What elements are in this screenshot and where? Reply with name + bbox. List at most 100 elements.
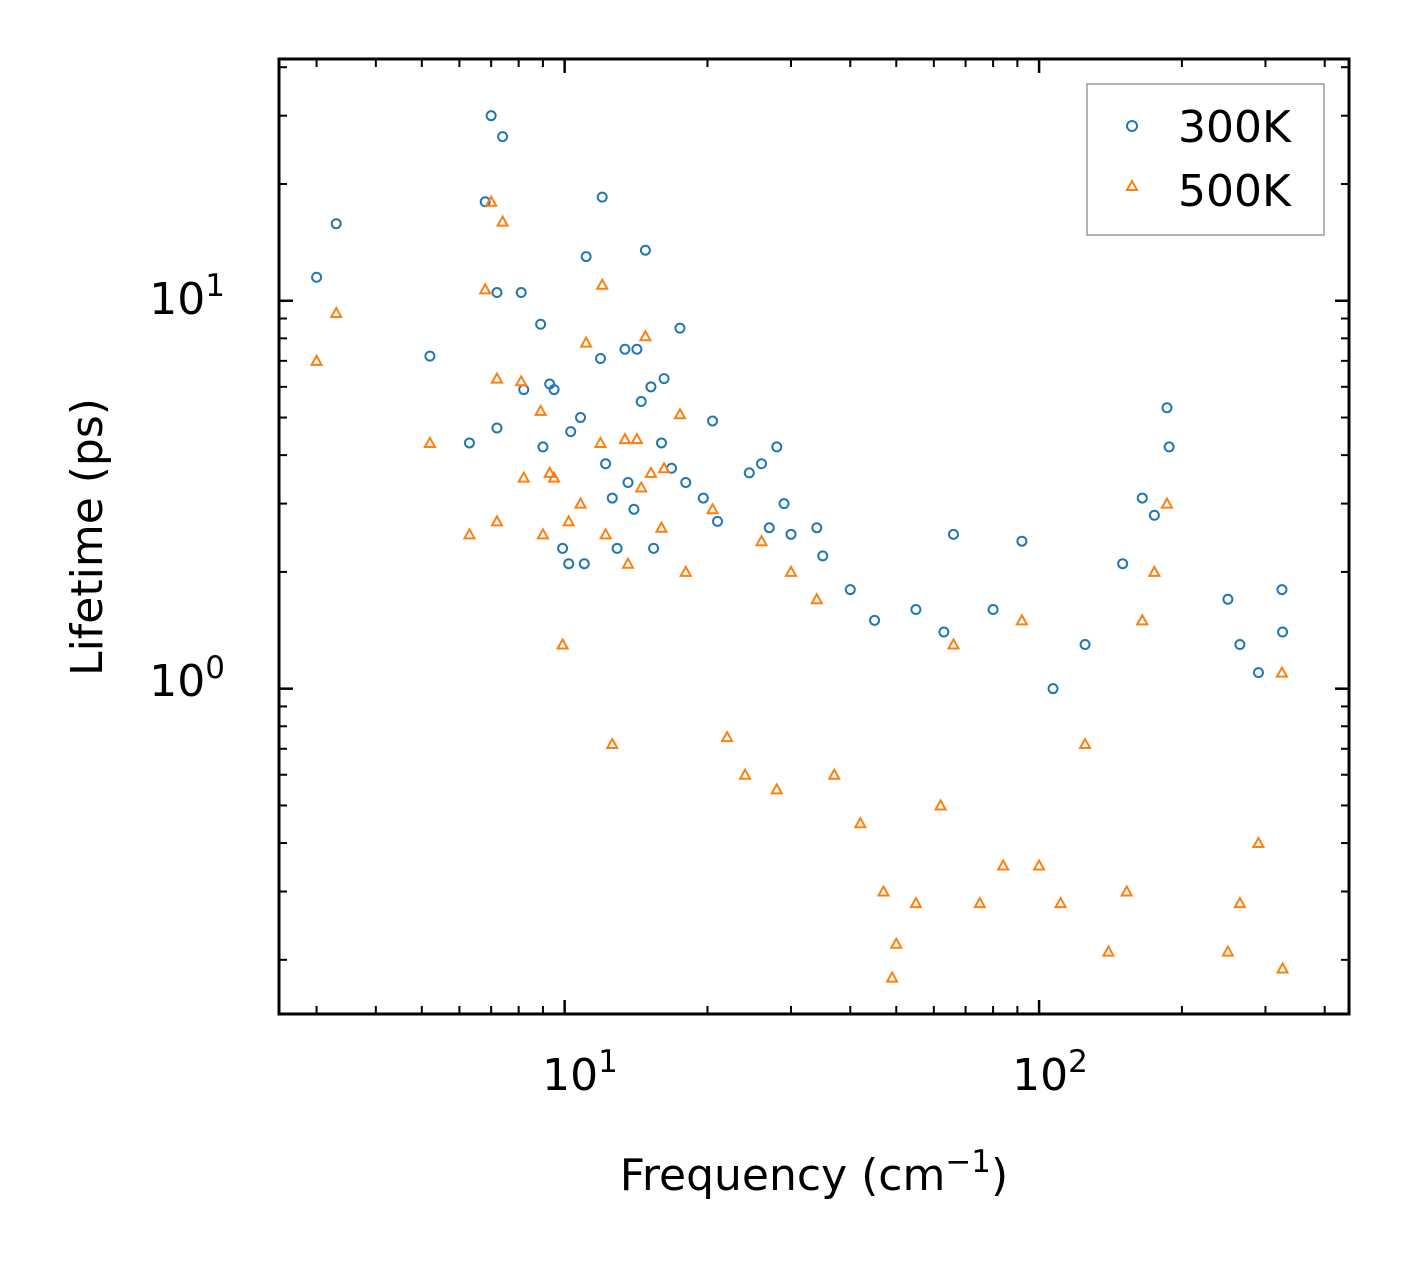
- data-point: [1222, 593, 1234, 605]
- data-point: [515, 287, 527, 299]
- data-point: [1160, 496, 1174, 509]
- data-point: [738, 767, 752, 780]
- data-point: [491, 287, 503, 299]
- data-point: [778, 498, 790, 510]
- data-point: [533, 403, 548, 416]
- data-point: [811, 522, 823, 534]
- data-point: [490, 514, 504, 527]
- data-point: [423, 435, 437, 448]
- data-point: [497, 131, 509, 143]
- data-point: [1234, 638, 1246, 650]
- data-point: [639, 244, 651, 256]
- data-point: [598, 527, 613, 540]
- data-point: [1148, 509, 1160, 521]
- data-point: [876, 884, 891, 897]
- data-point: [1136, 492, 1148, 504]
- data-point: [654, 520, 669, 533]
- data-point: [619, 343, 631, 355]
- data-point: [557, 542, 569, 554]
- data-point: [947, 528, 959, 540]
- data-point: [330, 218, 342, 230]
- data-point: [579, 335, 593, 348]
- data-point: [648, 542, 660, 554]
- data-point: [1233, 896, 1247, 909]
- data-point: [996, 858, 1010, 871]
- data-point: [869, 614, 881, 626]
- data-point: [565, 426, 577, 438]
- data-point: [673, 407, 687, 420]
- data-point: [697, 492, 709, 504]
- data-point: [600, 458, 612, 470]
- data-point: [712, 515, 724, 527]
- data-point: [517, 470, 531, 483]
- data-point: [771, 441, 783, 453]
- data-point: [909, 896, 923, 909]
- data-point: [1120, 884, 1134, 897]
- data-point: [655, 437, 667, 449]
- data-point: [644, 465, 658, 478]
- legend-marker-500k: [1125, 178, 1139, 191]
- data-point: [1047, 683, 1059, 695]
- data-point: [743, 467, 755, 479]
- x-tick-label: 102: [1012, 1044, 1088, 1101]
- data-point: [638, 329, 653, 342]
- legend-label-500k: 500K: [1178, 166, 1292, 217]
- data-point: [621, 556, 635, 569]
- data-point: [485, 110, 497, 122]
- data-point: [495, 214, 510, 227]
- data-point: [514, 374, 528, 387]
- data-point: [763, 522, 775, 534]
- data-point: [1221, 944, 1235, 957]
- data-point: [311, 271, 323, 283]
- data-point: [987, 604, 999, 616]
- series-layer: [309, 110, 1290, 983]
- data-point: [770, 782, 784, 795]
- data-point: [1015, 613, 1029, 626]
- data-point: [595, 277, 609, 290]
- data-point: [463, 437, 475, 449]
- data-point: [658, 373, 670, 385]
- data-point: [329, 305, 343, 318]
- data-point: [679, 564, 693, 577]
- data-point: [548, 384, 560, 396]
- data-point: [1101, 944, 1116, 957]
- data-point: [933, 798, 948, 811]
- data-point: [618, 432, 632, 445]
- data-point: [1163, 441, 1175, 453]
- data-point: [462, 527, 477, 540]
- x-axis-label: Frequency (cm−1): [620, 1144, 1008, 1201]
- data-point: [628, 503, 640, 515]
- data-point: [593, 435, 608, 448]
- data-point: [810, 592, 824, 605]
- y-tick-label: 101: [149, 268, 225, 325]
- data-point: [631, 343, 643, 355]
- data-point: [1016, 535, 1028, 547]
- data-point: [1079, 638, 1091, 650]
- y-tick-label: 100: [149, 650, 225, 707]
- data-point: [1275, 665, 1289, 678]
- data-point: [622, 477, 634, 489]
- y-axis-label: Lifetime (ps): [62, 398, 113, 676]
- data-point: [555, 637, 570, 650]
- data-point: [596, 191, 608, 203]
- data-point: [910, 604, 922, 616]
- data-point: [657, 461, 671, 474]
- data-point: [1117, 558, 1129, 570]
- data-point: [562, 514, 576, 527]
- data-point: [630, 432, 644, 445]
- data-point: [606, 492, 618, 504]
- data-point: [484, 194, 498, 207]
- data-point: [1252, 667, 1264, 679]
- data-point: [844, 584, 856, 596]
- data-point: [1135, 613, 1149, 626]
- data-point: [680, 477, 692, 489]
- data-point: [1275, 961, 1290, 974]
- data-point: [575, 412, 587, 424]
- data-point: [707, 415, 719, 427]
- data-point: [1161, 402, 1173, 414]
- data-point: [1078, 736, 1092, 750]
- data-point: [1277, 626, 1289, 638]
- ticks-layer: [279, 59, 1349, 1014]
- data-point: [785, 528, 797, 540]
